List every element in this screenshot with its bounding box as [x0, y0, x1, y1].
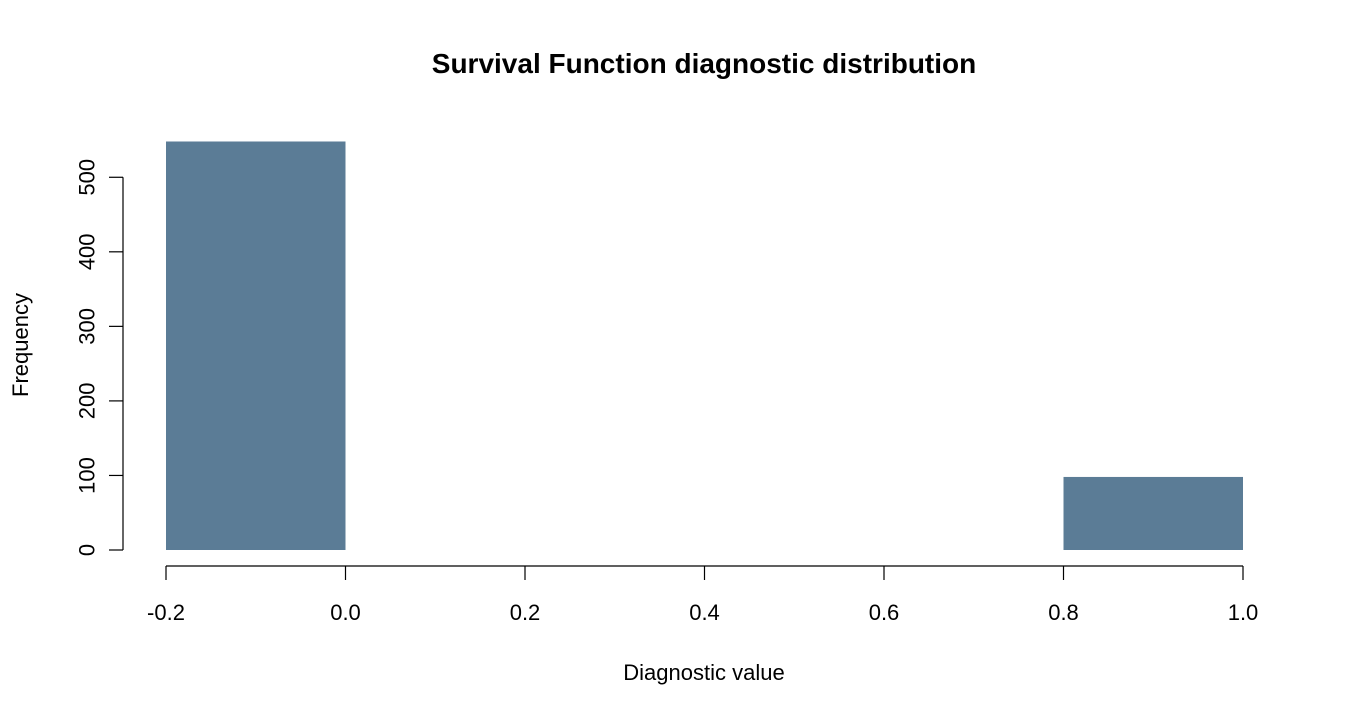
y-axis: 0 100 200 300 400 500 [75, 159, 124, 556]
x-tick-label: 1.0 [1228, 600, 1259, 625]
x-axis: -0.2 0.0 0.2 0.4 0.6 0.8 1.0 [147, 565, 1259, 625]
y-tick-label: 100 [75, 457, 100, 494]
y-tick-label: 500 [75, 159, 100, 196]
x-axis-label: Diagnostic value [623, 660, 784, 685]
y-tick-label: 200 [75, 383, 100, 420]
x-tick-label: 0.8 [1048, 600, 1079, 625]
x-tick-label: 0.2 [510, 600, 541, 625]
histogram-bar-1 [1063, 476, 1243, 550]
y-tick-label: 400 [75, 233, 100, 270]
bars-group [166, 141, 1243, 550]
y-axis-label: Frequency [8, 293, 33, 397]
x-tick-label: 0.6 [869, 600, 900, 625]
chart-title: Survival Function diagnostic distributio… [432, 48, 976, 79]
x-tick-label: 0.0 [330, 600, 361, 625]
x-tick-label: 0.4 [689, 600, 720, 625]
y-tick-label: 300 [75, 308, 100, 345]
y-tick-label: 0 [75, 544, 100, 556]
histogram-bar-0 [166, 141, 346, 550]
x-tick-label: -0.2 [147, 600, 185, 625]
